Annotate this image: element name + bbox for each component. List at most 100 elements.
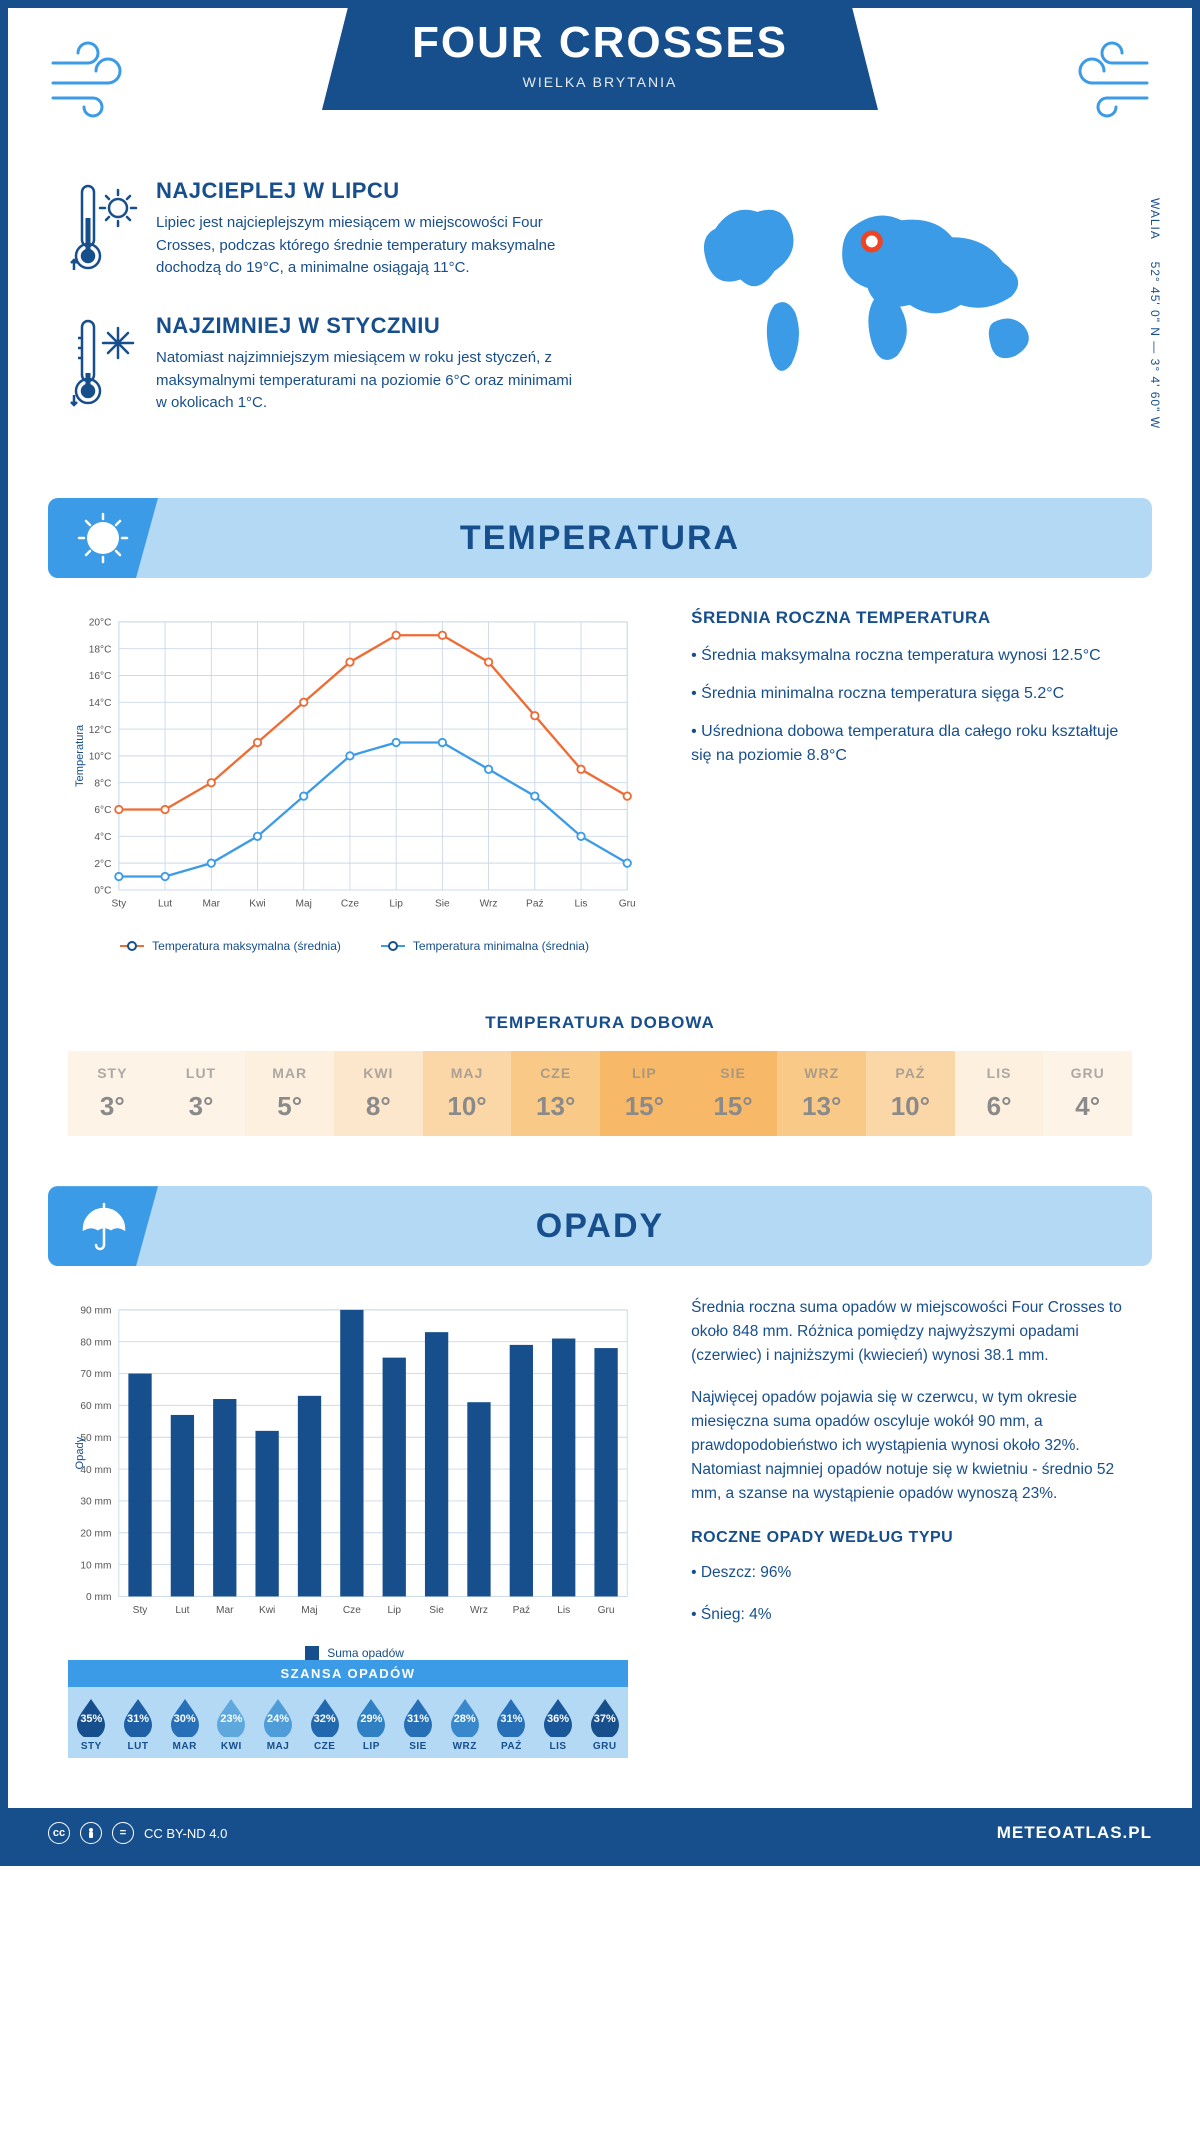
svg-text:Sty: Sty — [112, 899, 128, 910]
temperature-section-header: TEMPERATURA — [48, 498, 1152, 578]
license-text: CC BY-ND 4.0 — [144, 1826, 227, 1841]
svg-text:Sie: Sie — [429, 1605, 444, 1616]
svg-text:Paź: Paź — [513, 1605, 531, 1616]
coordinates: WALIA 52° 45' 0" N — 3° 4' 60" W — [1148, 198, 1162, 429]
thermometer-sun-icon — [68, 178, 138, 283]
svg-text:Temperatura: Temperatura — [74, 724, 86, 787]
svg-text:10°C: 10°C — [89, 752, 112, 763]
daily-temp-cell: KWI8° — [334, 1051, 423, 1136]
cc-icon: cc — [48, 1822, 70, 1844]
coldest-text: Natomiast najzimniejszym miesiącem w rok… — [156, 347, 580, 415]
coldest-block: NAJZIMNIEJ W STYCZNIU Natomiast najzimni… — [68, 313, 580, 418]
svg-text:Cze: Cze — [341, 899, 359, 910]
svg-text:70 mm: 70 mm — [80, 1370, 111, 1381]
svg-text:12°C: 12°C — [89, 725, 112, 736]
svg-text:0°C: 0°C — [94, 886, 111, 897]
svg-text:Wrz: Wrz — [470, 1605, 488, 1616]
daily-temp-cell: LUT3° — [157, 1051, 246, 1136]
svg-text:Sie: Sie — [435, 899, 450, 910]
daily-temp-cell: PAŹ10° — [866, 1051, 955, 1136]
precipitation-chart: 0 mm10 mm20 mm30 mm40 mm50 mm60 mm70 mm8… — [68, 1296, 641, 1629]
svg-text:14°C: 14°C — [89, 698, 112, 709]
svg-text:18°C: 18°C — [89, 644, 112, 655]
precip-legend: Suma opadów — [68, 1646, 641, 1660]
svg-text:Kwi: Kwi — [259, 1605, 275, 1616]
nd-icon: = — [112, 1822, 134, 1844]
daily-temp-title: TEMPERATURA DOBOWA — [8, 1013, 1192, 1033]
temperature-chart: 0°C2°C4°C6°C8°C10°C12°C14°C16°C18°C20°CS… — [68, 608, 641, 922]
temperature-legend: Temperatura maksymalna (średnia) Tempera… — [68, 939, 641, 953]
svg-text:16°C: 16°C — [89, 671, 112, 682]
page-title: FOUR CROSSES — [412, 18, 788, 68]
chance-cell: 30% MAR — [161, 1697, 208, 1752]
svg-text:2°C: 2°C — [94, 859, 111, 870]
svg-text:Mar: Mar — [216, 1605, 234, 1616]
warmest-block: NAJCIEPLEJ W LIPCU Lipiec jest najcieple… — [68, 178, 580, 283]
warmest-text: Lipiec jest najcieplejszym miesiącem w m… — [156, 212, 580, 280]
daily-temp-cell: SIE15° — [689, 1051, 778, 1136]
chance-cell: 36% LIS — [535, 1697, 582, 1752]
svg-text:4°C: 4°C — [94, 832, 111, 843]
svg-text:30 mm: 30 mm — [80, 1497, 111, 1508]
svg-text:8°C: 8°C — [94, 778, 111, 789]
chance-cell: 23% KWI — [208, 1697, 255, 1752]
daily-temp-cell: STY3° — [68, 1051, 157, 1136]
chance-cell: 24% MAJ — [255, 1697, 302, 1752]
svg-text:Lis: Lis — [575, 899, 588, 910]
umbrella-icon — [76, 1199, 131, 1254]
header: FOUR CROSSES WIELKA BRYTANIA — [8, 8, 1192, 168]
chance-cell: 31% LUT — [115, 1697, 162, 1752]
daily-temp-cell: CZE13° — [511, 1051, 600, 1136]
svg-text:20 mm: 20 mm — [80, 1529, 111, 1540]
footer: cc = CC BY-ND 4.0 METEOATLAS.PL — [8, 1808, 1192, 1858]
temperature-stat-item: • Uśredniona dobowa temperatura dla całe… — [691, 720, 1132, 768]
daily-temp-cell: MAR5° — [245, 1051, 334, 1136]
warmest-title: NAJCIEPLEJ W LIPCU — [156, 178, 580, 204]
thermometer-snow-icon — [68, 313, 138, 418]
svg-text:Lis: Lis — [557, 1605, 570, 1616]
daily-temp-cell: WRZ13° — [777, 1051, 866, 1136]
svg-text:Gru: Gru — [598, 1605, 615, 1616]
sun-icon — [76, 511, 131, 566]
coldest-title: NAJZIMNIEJ W STYCZNIU — [156, 313, 580, 339]
chance-cell: 28% WRZ — [441, 1697, 488, 1752]
chance-cell: 29% LIP — [348, 1697, 395, 1752]
svg-text:Kwi: Kwi — [249, 899, 265, 910]
precip-type-item: • Deszcz: 96% — [691, 1561, 1132, 1585]
page-subtitle: WIELKA BRYTANIA — [412, 74, 788, 90]
daily-temp-cell: GRU4° — [1043, 1051, 1132, 1136]
svg-text:Gru: Gru — [619, 899, 636, 910]
svg-text:Opady: Opady — [74, 1437, 86, 1470]
by-icon — [80, 1822, 102, 1844]
daily-temp-cell: LIP15° — [600, 1051, 689, 1136]
svg-text:90 mm: 90 mm — [80, 1306, 111, 1317]
chance-cell: 31% PAŹ — [488, 1697, 535, 1752]
daily-temp-cell: MAJ10° — [423, 1051, 512, 1136]
svg-text:Maj: Maj — [296, 899, 312, 910]
chance-cell: 32% CZE — [301, 1697, 348, 1752]
svg-text:Mar: Mar — [203, 899, 221, 910]
precip-text: Średnia roczna suma opadów w miejscowośc… — [691, 1296, 1132, 1788]
svg-text:Paź: Paź — [526, 899, 544, 910]
svg-text:Cze: Cze — [343, 1605, 361, 1616]
daily-temp-cell: LIS6° — [955, 1051, 1044, 1136]
chance-cell: 35% STY — [68, 1697, 115, 1752]
precip-chance-panel: SZANSA OPADÓW 35% STY 31% LUT 30% MAR 23… — [68, 1660, 628, 1758]
svg-text:60 mm: 60 mm — [80, 1401, 111, 1412]
brand-text: METEOATLAS.PL — [997, 1823, 1152, 1843]
temperature-stats: ŚREDNIA ROCZNA TEMPERATURA • Średnia mak… — [691, 608, 1132, 953]
temperature-stat-item: • Średnia minimalna roczna temperatura s… — [691, 682, 1132, 706]
temperature-stat-item: • Średnia maksymalna roczna temperatura … — [691, 644, 1132, 668]
svg-text:80 mm: 80 mm — [80, 1338, 111, 1349]
chance-cell: 31% SIE — [395, 1697, 442, 1752]
wind-icon — [48, 38, 158, 123]
svg-text:Maj: Maj — [301, 1605, 317, 1616]
precip-type-item: • Śnieg: 4% — [691, 1603, 1132, 1627]
svg-text:0 mm: 0 mm — [86, 1592, 111, 1603]
daily-temp-table: STY3°LUT3°MAR5°KWI8°MAJ10°CZE13°LIP15°SI… — [68, 1051, 1132, 1136]
wind-icon — [1042, 38, 1152, 123]
svg-text:Lip: Lip — [389, 899, 403, 910]
world-map-icon — [620, 178, 1132, 398]
svg-text:10 mm: 10 mm — [80, 1561, 111, 1572]
svg-text:6°C: 6°C — [94, 805, 111, 816]
